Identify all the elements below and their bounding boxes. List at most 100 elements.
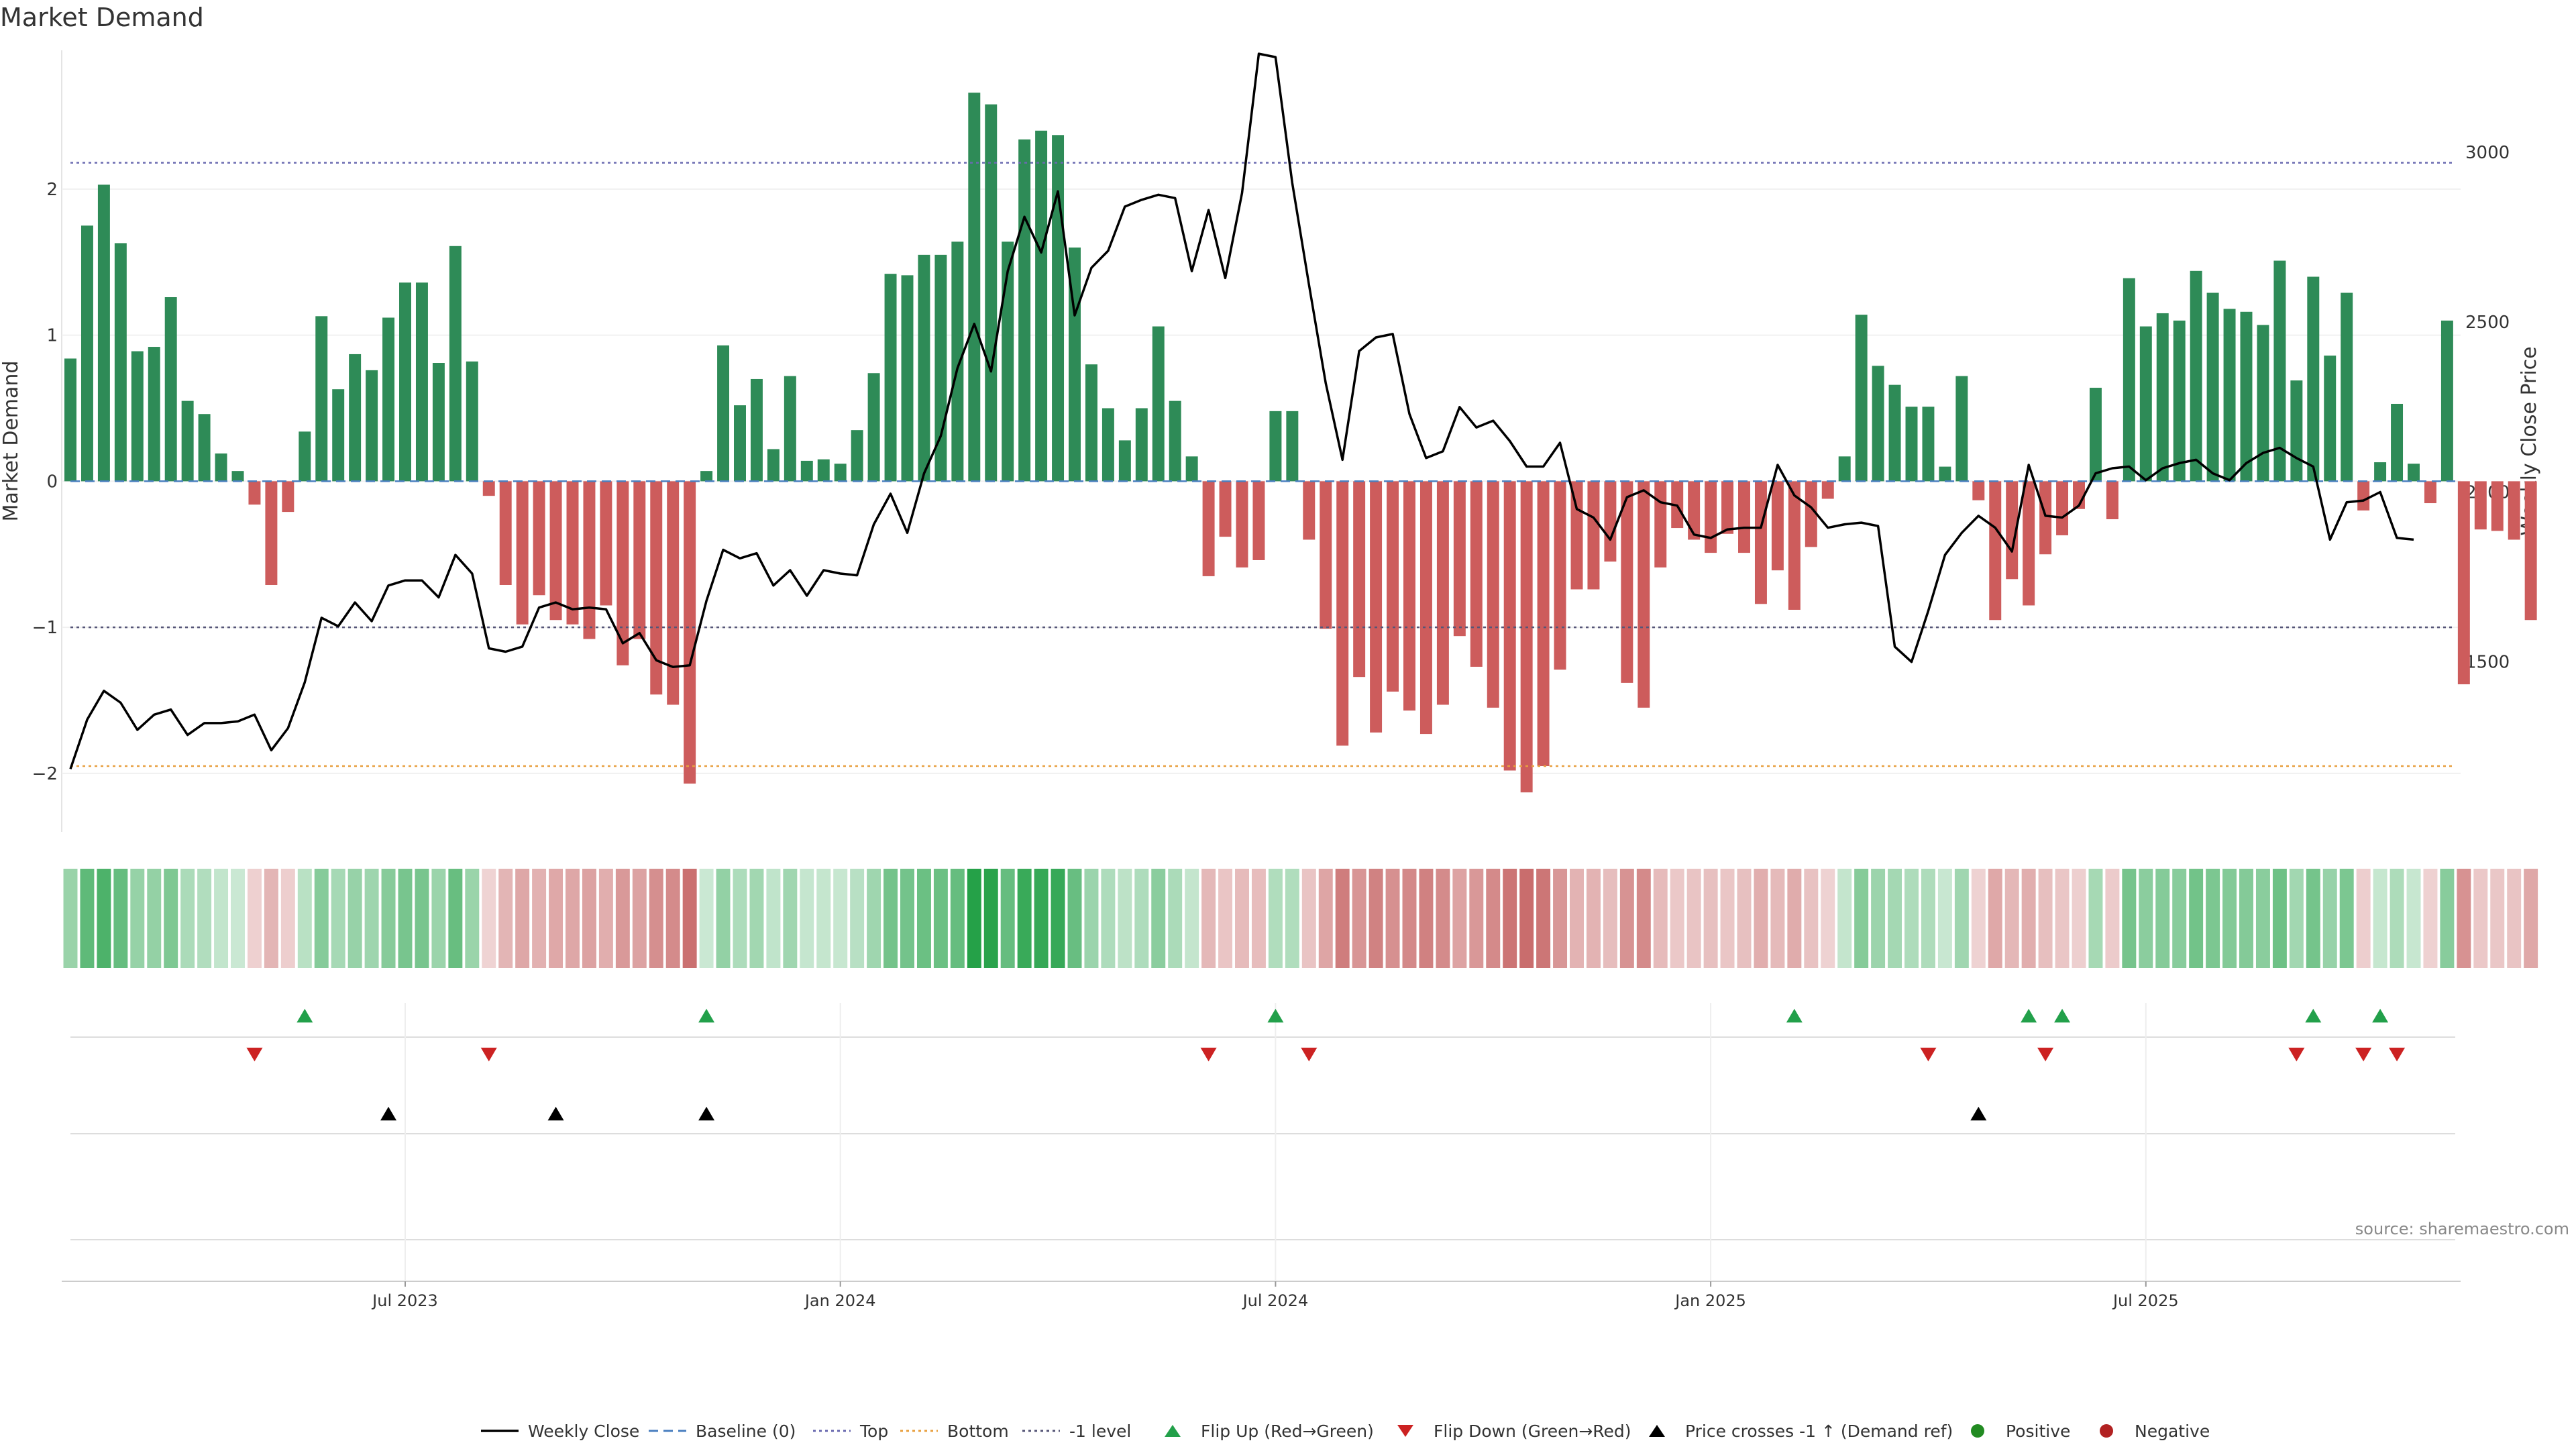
flip-down-marker [480, 1047, 497, 1062]
flip-down-marker [246, 1047, 263, 1062]
heat-cell [2004, 869, 2019, 968]
demand-bar [1487, 481, 1499, 708]
heat-cell [130, 869, 145, 968]
legend-item: Weekly Close [480, 1421, 639, 1441]
heat-cell [1871, 869, 1886, 968]
demand-bar [800, 460, 813, 482]
heat-cell [2490, 869, 2505, 968]
demand-bar [985, 104, 998, 482]
demand-bar [399, 282, 411, 482]
heat-cell [448, 869, 463, 968]
heat-cell [2172, 869, 2187, 968]
legend-item: Bottom [899, 1421, 1009, 1441]
demand-bar [366, 370, 378, 482]
y2-tick-label: 3000 [2465, 143, 2510, 163]
heat-cell [2373, 869, 2387, 968]
heat-cell [2206, 869, 2220, 968]
heat-cell [1469, 869, 1484, 968]
demand-bar [1135, 408, 1148, 482]
demand-bar [968, 93, 981, 482]
heat-cell [1888, 869, 1902, 968]
heat-cell [2038, 869, 2053, 968]
demand-bar [867, 373, 880, 482]
heat-cell [1034, 869, 1049, 968]
heat-cell [950, 869, 965, 968]
heat-cell [331, 869, 345, 968]
heat-cell [1854, 869, 1869, 968]
heat-cell [532, 869, 547, 968]
heat-cell [867, 869, 881, 968]
heat-cell [1988, 869, 2002, 968]
legend-item: Negative [2086, 1421, 2210, 1441]
heat-cell [2072, 869, 2086, 968]
demand-bar [131, 351, 144, 482]
demand-bar [2374, 462, 2387, 482]
heat-cell [983, 869, 998, 968]
heat-cell [665, 869, 680, 968]
demand-bar [1202, 481, 1215, 576]
heat-cell [566, 869, 580, 968]
heat-cell [1452, 869, 1467, 968]
demand-bar [734, 405, 746, 482]
demand-bar [1436, 481, 1449, 705]
demand-bar [2206, 292, 2219, 482]
heat-cell [1653, 869, 1668, 968]
heat-cell [800, 869, 814, 968]
demand-bar [1353, 481, 1366, 678]
heat-cell [1519, 869, 1534, 968]
heat-cell [2524, 869, 2538, 968]
demand-bar [1236, 481, 1248, 568]
demand-bar [114, 243, 127, 482]
demand-bar [265, 481, 278, 585]
heat-cell [649, 869, 663, 968]
flip-down-marker [2288, 1047, 2305, 1062]
heat-cell [2139, 869, 2153, 968]
price-cross-marker [698, 1106, 715, 1121]
heat-cell [1954, 869, 1969, 968]
x-tick-label: Jul 2025 [2112, 1291, 2179, 1310]
demand-bar [1219, 481, 1232, 537]
heat-cell [2155, 869, 2170, 968]
demand-bar [1370, 481, 1383, 733]
demand-bar [650, 481, 663, 695]
legend-swatch [1637, 1421, 1677, 1441]
demand-bar [1654, 481, 1667, 568]
heat-cell [1787, 869, 1802, 968]
heat-cell [766, 869, 781, 968]
demand-bar [566, 481, 579, 625]
heat-cell [1251, 869, 1266, 968]
heat-cell [264, 869, 278, 968]
heat-cell [197, 869, 212, 968]
demand-bar [97, 184, 110, 482]
heat-cell [1754, 869, 1768, 968]
heat-cell [2390, 869, 2404, 968]
demand-bar [2424, 481, 2436, 504]
demand-bar [198, 414, 211, 482]
heat-cell [1301, 869, 1316, 968]
demand-bar [667, 481, 680, 705]
heat-cell [2021, 869, 2036, 968]
demand-bar [2391, 403, 2404, 482]
demand-bar [382, 317, 395, 482]
legend-label: -1 level [1069, 1421, 1132, 1441]
demand-bar [2173, 320, 2186, 482]
demand-bar [1152, 326, 1165, 482]
heat-cell [314, 869, 329, 968]
heat-cell [833, 869, 848, 968]
demand-bar [1169, 400, 1181, 482]
heat-cell [933, 869, 948, 968]
price-cross-marker [547, 1106, 564, 1121]
heat-cell [2423, 869, 2438, 968]
demand-bar [1102, 408, 1114, 482]
legend-swatch [1957, 1421, 1998, 1441]
flip-down-marker [2355, 1047, 2372, 1062]
demand-bar [1554, 481, 1566, 670]
heat-cell [816, 869, 831, 968]
legend-item: Positive [1957, 1421, 2070, 1441]
demand-bar [315, 316, 328, 482]
legend-item: Flip Up (Red→Green) [1152, 1421, 1374, 1441]
demand-bar [1118, 440, 1131, 482]
demand-bar [349, 354, 362, 482]
demand-bar [951, 241, 964, 482]
